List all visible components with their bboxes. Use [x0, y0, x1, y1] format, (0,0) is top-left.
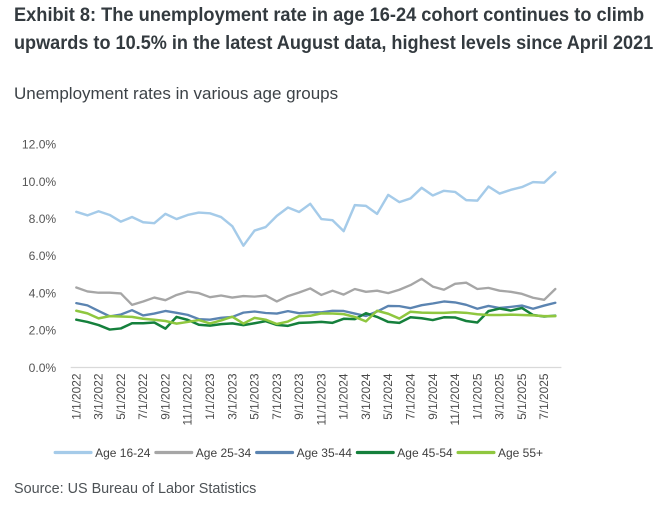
svg-text:Age 35-44: Age 35-44	[297, 446, 353, 460]
svg-text:1/1/2023: 1/1/2023	[203, 373, 217, 420]
svg-text:1/1/2025: 1/1/2025	[470, 373, 484, 420]
svg-text:7/1/2024: 7/1/2024	[404, 373, 418, 420]
svg-text:7/1/2025: 7/1/2025	[537, 373, 551, 420]
svg-text:7/1/2023: 7/1/2023	[270, 373, 284, 420]
svg-text:11/1/2023: 11/1/2023	[314, 373, 328, 425]
svg-text:3/1/2023: 3/1/2023	[225, 373, 239, 420]
svg-text:2.0%: 2.0%	[29, 324, 57, 338]
svg-text:7/1/2022: 7/1/2022	[136, 373, 150, 420]
svg-text:6.0%: 6.0%	[29, 249, 57, 263]
svg-text:12.0%: 12.0%	[22, 138, 57, 152]
svg-text:9/1/2024: 9/1/2024	[426, 373, 440, 420]
svg-text:11/1/2024: 11/1/2024	[448, 373, 462, 425]
svg-text:Age 16-24: Age 16-24	[95, 446, 151, 460]
svg-text:Age 45-54: Age 45-54	[397, 446, 453, 460]
svg-text:5/1/2023: 5/1/2023	[248, 373, 262, 420]
svg-text:5/1/2024: 5/1/2024	[381, 373, 395, 420]
svg-text:3/1/2022: 3/1/2022	[92, 373, 106, 420]
svg-text:1/1/2024: 1/1/2024	[337, 373, 351, 420]
svg-text:0.0%: 0.0%	[29, 361, 57, 375]
svg-text:Age 55+: Age 55+	[498, 446, 543, 460]
svg-text:1/1/2022: 1/1/2022	[69, 373, 83, 420]
svg-text:9/1/2022: 9/1/2022	[158, 373, 172, 420]
svg-text:8.0%: 8.0%	[29, 212, 57, 226]
svg-text:9/1/2023: 9/1/2023	[292, 373, 306, 420]
svg-text:11/1/2022: 11/1/2022	[181, 373, 195, 425]
svg-text:Age 25-34: Age 25-34	[196, 446, 252, 460]
svg-text:5/1/2022: 5/1/2022	[114, 373, 128, 420]
svg-text:5/1/2025: 5/1/2025	[515, 373, 529, 420]
svg-text:3/1/2025: 3/1/2025	[493, 373, 507, 420]
svg-text:3/1/2024: 3/1/2024	[359, 373, 373, 420]
svg-text:10.0%: 10.0%	[22, 175, 57, 189]
svg-text:4.0%: 4.0%	[29, 286, 57, 300]
